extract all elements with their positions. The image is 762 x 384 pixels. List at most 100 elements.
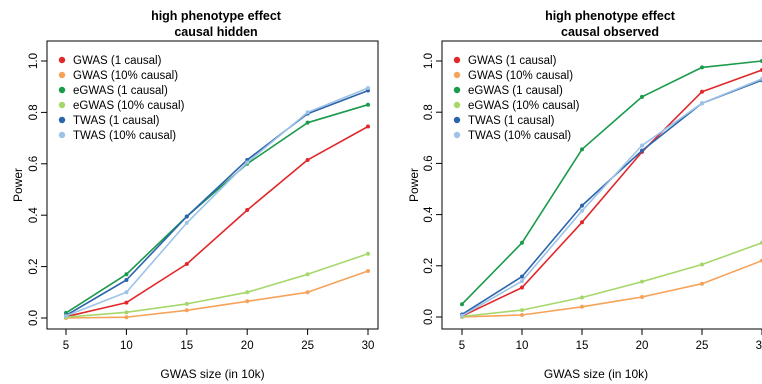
data-point: [184, 262, 189, 267]
data-point: [700, 101, 704, 106]
data-point: [580, 147, 584, 152]
data-point: [184, 214, 189, 219]
legend-marker: [453, 101, 461, 109]
data-point: [245, 208, 250, 213]
y-tick-label: 0.4: [28, 207, 40, 224]
series-line: [65, 253, 369, 318]
series-line: [65, 270, 369, 319]
data-point: [124, 277, 129, 282]
x-tick-label: 25: [696, 340, 709, 352]
plot-frame: [441, 40, 762, 330]
chart-subtitle: causal hidden: [174, 25, 257, 39]
x-tick-label: 20: [636, 340, 649, 352]
data-point: [124, 300, 129, 305]
legend-marker: [58, 101, 66, 109]
x-tick-label: 5: [459, 340, 465, 352]
legend-entry: eGWAS (1 causal): [468, 85, 563, 97]
x-tick-label: 25: [301, 340, 314, 352]
legend-entry: GWAS (1 causal): [73, 55, 162, 67]
series-line: [65, 87, 369, 317]
series-line: [461, 259, 762, 318]
series-line: [65, 125, 369, 318]
data-point: [124, 290, 129, 295]
data-point: [305, 272, 310, 277]
legend-entry: TWAS (1 causal): [468, 115, 555, 127]
x-tick-label: 20: [241, 340, 254, 352]
data-point: [245, 299, 250, 304]
y-axis-label: Power: [407, 168, 421, 202]
legend-entry: GWAS (10% causal): [468, 70, 573, 82]
legend-marker: [58, 116, 66, 124]
y-tick-label: 0.0: [423, 309, 435, 325]
data-point: [366, 85, 370, 90]
legend: GWAS (1 causal) GWAS (10% causal) eGWAS (1…: [58, 55, 185, 142]
data-point: [520, 285, 524, 290]
series-line: [461, 60, 762, 305]
panel-causal-hidden: high phenotype effect causal hidden 5 10 15 2…: [11, 9, 379, 381]
y-tick-label: 1.0: [28, 53, 40, 69]
y-axis: 0.0 0.2 0.4 0.6 0.8 1.0: [423, 53, 442, 325]
y-tick-label: 0.8: [28, 104, 40, 120]
y-tick-label: 0.6: [423, 155, 435, 171]
data-point: [245, 160, 250, 165]
y-tick-label: 0.8: [423, 104, 435, 120]
data-point: [580, 203, 584, 208]
data-point: [640, 279, 644, 284]
legend-entry: eGWAS (1 causal): [73, 85, 168, 97]
data-point: [520, 274, 524, 279]
y-tick-label: 0.2: [423, 258, 435, 274]
series-group: [460, 59, 762, 319]
legend-entry: TWAS (1 causal): [73, 115, 160, 127]
y-tick-label: 0.2: [28, 259, 40, 275]
data-point: [366, 124, 370, 129]
legend-marker: [453, 86, 461, 94]
y-tick-label: 0.4: [423, 206, 435, 223]
data-point: [366, 251, 370, 256]
y-axis-label: Power: [11, 168, 25, 202]
x-axis: 5 10 15 20 25 30: [63, 329, 374, 352]
data-point: [700, 89, 704, 94]
legend-marker: [453, 116, 461, 124]
legend-marker: [453, 131, 461, 139]
series-group: [64, 85, 370, 320]
data-point: [184, 301, 189, 306]
x-axis-label: GWAS size (in 10k): [544, 367, 648, 381]
data-point: [520, 312, 524, 317]
data-point: [640, 148, 644, 153]
data-point: [640, 295, 644, 300]
legend-entry: GWAS (1 causal): [468, 55, 557, 67]
data-point: [305, 290, 310, 295]
legend-marker: [58, 56, 66, 64]
data-point: [460, 302, 464, 307]
x-axis-label: GWAS size (in 10k): [160, 367, 264, 381]
legend-marker: [58, 71, 66, 79]
data-point: [580, 208, 584, 213]
x-tick-label: 15: [576, 340, 589, 352]
series-line: [461, 69, 762, 317]
x-axis: 5 10 15 20 25 30: [459, 329, 762, 352]
legend-marker: [453, 71, 461, 79]
data-point: [124, 310, 129, 315]
legend: GWAS (1 causal) GWAS (10% causal) eGWAS (1…: [453, 55, 580, 142]
chart-subtitle: causal observed: [561, 25, 659, 39]
data-point: [366, 268, 370, 273]
data-point: [366, 102, 370, 107]
data-point: [520, 240, 524, 245]
series-line: [461, 78, 762, 317]
data-point: [640, 143, 644, 148]
data-point: [460, 313, 464, 318]
data-point: [184, 308, 189, 313]
data-point: [520, 279, 524, 284]
data-point: [580, 304, 584, 309]
data-point: [640, 94, 644, 99]
data-point: [520, 308, 524, 313]
legend-marker: [58, 131, 66, 139]
data-point: [124, 272, 129, 277]
x-tick-label: 15: [180, 340, 193, 352]
x-tick-label: 10: [120, 340, 133, 352]
legend-entry: TWAS (10% causal): [468, 130, 571, 142]
x-tick-label: 30: [756, 340, 762, 352]
x-tick-label: 10: [516, 340, 529, 352]
series-line: [461, 242, 762, 318]
legend-entry: TWAS (10% causal): [73, 130, 176, 142]
